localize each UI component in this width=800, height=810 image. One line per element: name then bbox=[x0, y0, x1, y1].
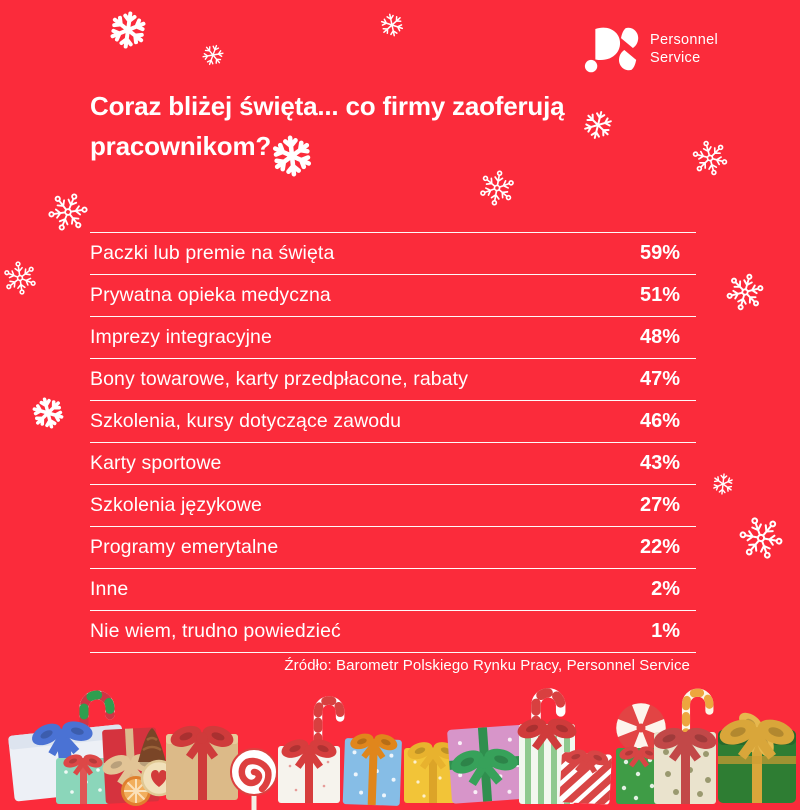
gift-box bbox=[651, 724, 720, 804]
snowflake-icon bbox=[476, 167, 518, 209]
gift-box bbox=[278, 736, 340, 803]
logo-wordmark: Personnel Service bbox=[650, 31, 718, 67]
title-line-2: pracownikom? bbox=[90, 131, 272, 161]
table-row: Paczki lub premie na święta 59% bbox=[90, 232, 696, 274]
snowflake-icon bbox=[377, 10, 408, 41]
table-row: Inne 2% bbox=[90, 568, 696, 610]
table-row: Bony towarowe, karty przedpłacone, rabat… bbox=[90, 358, 696, 400]
ps-monogram-icon bbox=[584, 27, 639, 73]
benefit-value: 46% bbox=[639, 410, 680, 432]
benefit-value: 1% bbox=[651, 620, 680, 642]
benefit-value: 43% bbox=[639, 452, 680, 474]
chocolate-candy-icon bbox=[138, 728, 166, 762]
logo-line-2: Service bbox=[650, 50, 701, 66]
benefit-value: 59% bbox=[639, 242, 680, 264]
snowflake-icon bbox=[105, 7, 150, 52]
benefit-value: 22% bbox=[639, 536, 680, 558]
gift-box bbox=[166, 722, 238, 800]
table-row: Nie wiem, trudno powiedzieć 1% bbox=[90, 610, 696, 652]
table-row: Karty sportowe 43% bbox=[90, 442, 696, 484]
snowflake-icon bbox=[733, 510, 789, 566]
snowflake-icon bbox=[27, 392, 68, 433]
benefit-label: Nie wiem, trudno powiedzieć bbox=[90, 620, 341, 642]
benefit-label: Bony towarowe, karty przedpłacone, rabat… bbox=[90, 368, 469, 390]
benefit-label: Paczki lub premie na święta bbox=[90, 242, 335, 264]
snowflake-icon bbox=[268, 132, 316, 180]
snowflake-icon bbox=[721, 268, 768, 315]
page-title: Coraz bliżej święta... co firmy zaoferuj… bbox=[90, 86, 565, 166]
survey-table: Paczki lub premie na święta 59% Prywatna … bbox=[90, 232, 696, 653]
gift-box bbox=[559, 746, 618, 805]
snowflake-icon bbox=[42, 186, 94, 238]
gift-box bbox=[404, 739, 462, 803]
benefit-value: 27% bbox=[639, 494, 680, 516]
gift-box bbox=[716, 704, 798, 803]
benefit-label: Karty sportowe bbox=[90, 452, 222, 474]
snowflake-icon bbox=[579, 106, 618, 145]
table-row: Prywatna opieka medyczna 51% bbox=[90, 274, 696, 316]
snowflake-icon bbox=[688, 136, 732, 180]
snowflake-icon bbox=[710, 471, 736, 497]
benefit-label: Szkolenia językowe bbox=[90, 494, 262, 516]
christmas-gifts-illustration bbox=[8, 688, 800, 810]
candy-cane-icon bbox=[318, 701, 340, 744]
benefit-value: 51% bbox=[639, 284, 680, 306]
gift-box bbox=[342, 730, 403, 806]
table-row: Programy emerytalne 22% bbox=[90, 526, 696, 568]
logo-line-1: Personnel bbox=[650, 32, 718, 48]
snowflake-icon bbox=[198, 40, 229, 71]
benefit-value: 2% bbox=[651, 578, 680, 600]
snowflake-icon bbox=[1, 259, 39, 297]
table-row: Szkolenia językowe 27% bbox=[90, 484, 696, 526]
table-row: Szkolenia, kursy dotyczące zawodu 46% bbox=[90, 400, 696, 442]
benefit-value: 47% bbox=[639, 368, 680, 390]
benefit-label: Inne bbox=[90, 578, 129, 600]
benefit-label: Prywatna opieka medyczna bbox=[90, 284, 331, 306]
gift-box bbox=[446, 724, 528, 804]
benefit-label: Szkolenia, kursy dotyczące zawodu bbox=[90, 410, 402, 432]
benefit-label: Programy emerytalne bbox=[90, 536, 279, 558]
personnel-service-logo: Personnel Service bbox=[583, 25, 718, 73]
lollipop-icon bbox=[230, 748, 278, 810]
source-note: Źródło: Barometr Polskiego Rynku Pracy, … bbox=[284, 657, 690, 674]
gift-box bbox=[616, 744, 662, 804]
table-row: Imprezy integracyjne 48% bbox=[90, 316, 696, 358]
gift-box bbox=[56, 752, 110, 804]
benefit-value: 48% bbox=[639, 326, 680, 348]
title-line-1: Coraz bliżej święta... co firmy zaoferuj… bbox=[90, 91, 565, 121]
benefit-label: Imprezy integracyjne bbox=[90, 326, 272, 348]
